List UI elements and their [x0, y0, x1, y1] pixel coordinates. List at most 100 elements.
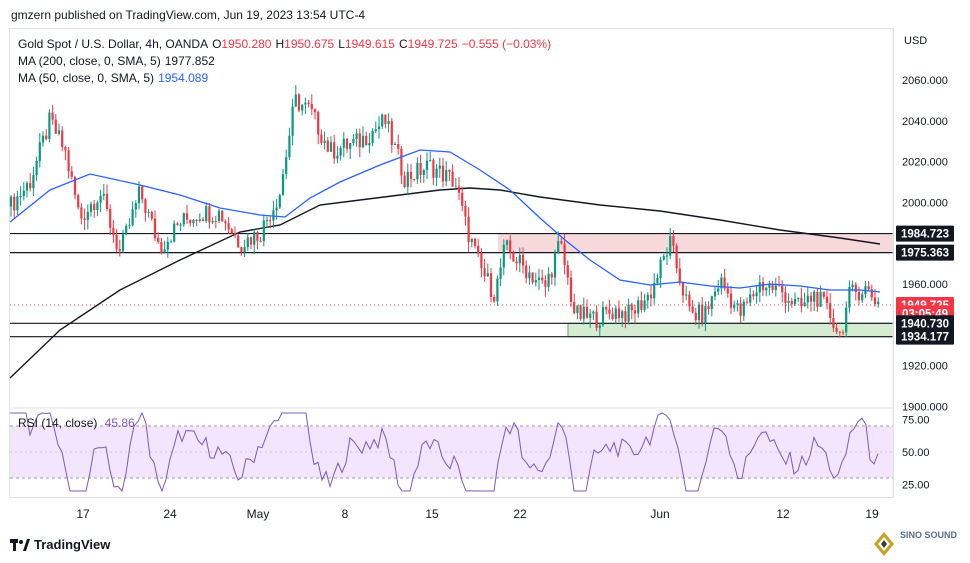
time-tick: Jun [650, 507, 669, 521]
price-tick: 2020.000 [902, 157, 948, 169]
candle-body [51, 112, 54, 120]
candle-body [464, 205, 467, 217]
candle-body [653, 283, 656, 299]
price-tick: 1900.000 [902, 401, 948, 413]
candle-body [329, 142, 333, 152]
candle-body [822, 291, 825, 297]
candle-body [624, 311, 627, 322]
watermark-label: SINO SOUND [900, 530, 958, 540]
candle-body [445, 169, 448, 182]
candle-body [333, 142, 336, 159]
time-tick: 8 [342, 507, 349, 521]
price-label-box [896, 315, 954, 332]
candle-body [301, 104, 304, 111]
candle-body [550, 273, 553, 278]
candle-body [665, 255, 669, 257]
candle-body [57, 130, 61, 134]
ma200-label: MA (200, close, 0, SMA, 5) [18, 54, 161, 68]
symbol-label[interactable]: Gold Spot / U.S. Dollar, 4h, OANDA [18, 37, 209, 51]
candle-body [832, 317, 835, 328]
candle-body [128, 225, 131, 227]
candle-body [752, 294, 755, 297]
candle-body [77, 195, 80, 208]
candle-body [249, 237, 253, 245]
candle-body [153, 218, 157, 238]
candle-body [365, 135, 368, 146]
time-tick: 24 [163, 507, 177, 521]
candle-body [736, 303, 739, 305]
currency-label[interactable]: USD [904, 35, 928, 47]
candle-body [662, 256, 665, 260]
candle-body [630, 304, 633, 311]
price-label-box [896, 225, 954, 242]
candle-body [224, 221, 227, 224]
candle-body [454, 186, 457, 188]
candle-body [99, 195, 102, 203]
candle-body [761, 282, 765, 291]
candle-body [669, 236, 672, 256]
candle-body [758, 282, 761, 293]
candle-body [867, 286, 870, 290]
candle-body [848, 286, 851, 308]
open-value: 1950.280 [221, 37, 272, 51]
candle-body [598, 325, 601, 329]
candle-body [493, 296, 496, 302]
candle-body [345, 138, 349, 149]
candle-body [877, 301, 880, 305]
candle-body [560, 241, 563, 244]
candle-body [483, 268, 486, 277]
candle-body [297, 94, 301, 111]
candle-body [861, 294, 864, 301]
candle-body [643, 300, 646, 310]
rsi-legend[interactable]: RSI (14, close) 45.86 [18, 416, 135, 430]
candle-body [723, 277, 726, 289]
candle-body [592, 311, 595, 314]
tradingview-logo-icon [10, 538, 30, 551]
candle-body [397, 144, 400, 149]
candle-body [67, 150, 70, 172]
candle-body [531, 272, 534, 283]
candle-body [326, 140, 329, 152]
resistance-zone [498, 233, 893, 253]
candle-body [285, 157, 288, 175]
candle-body [64, 147, 67, 151]
rsi-line [10, 411, 879, 493]
candle-body [102, 193, 105, 196]
candle-body [742, 301, 745, 316]
candle-body [291, 106, 294, 136]
ma50-row[interactable]: MA (50, close, 0, SMA, 5) 1954.089 [18, 70, 555, 87]
close-label: C [398, 37, 408, 51]
candle-body [243, 247, 246, 253]
candle-body [857, 292, 861, 301]
ma200-row[interactable]: MA (200, close, 0, SMA, 5) 1977.852 [18, 53, 555, 70]
candle-body [211, 221, 214, 223]
candle-body [502, 244, 505, 268]
rsi-tick: 50.00 [902, 447, 930, 459]
candle-body [717, 288, 720, 292]
candle-body [432, 160, 435, 178]
candle-body [614, 308, 617, 319]
candle-body [573, 302, 576, 314]
candle-body [477, 245, 480, 254]
candle-body [777, 285, 781, 287]
candle-body [281, 174, 285, 196]
candle-body [733, 304, 736, 308]
candle-body [816, 291, 819, 307]
candle-body [105, 193, 109, 210]
candle-body [201, 219, 205, 222]
candle-body [384, 114, 387, 124]
candle-body [800, 297, 803, 307]
candle-body [473, 238, 477, 246]
candle-body [480, 253, 483, 269]
candle-body [809, 295, 813, 302]
candle-body [525, 265, 528, 279]
candle-body [621, 311, 624, 319]
tradingview-brand[interactable]: TradingView [10, 537, 110, 553]
candle-body [688, 294, 691, 307]
candle-body [256, 232, 259, 241]
ma50-line [9, 149, 881, 293]
candle-body [141, 186, 144, 200]
candle-body [112, 227, 115, 235]
candle-body [217, 210, 221, 222]
